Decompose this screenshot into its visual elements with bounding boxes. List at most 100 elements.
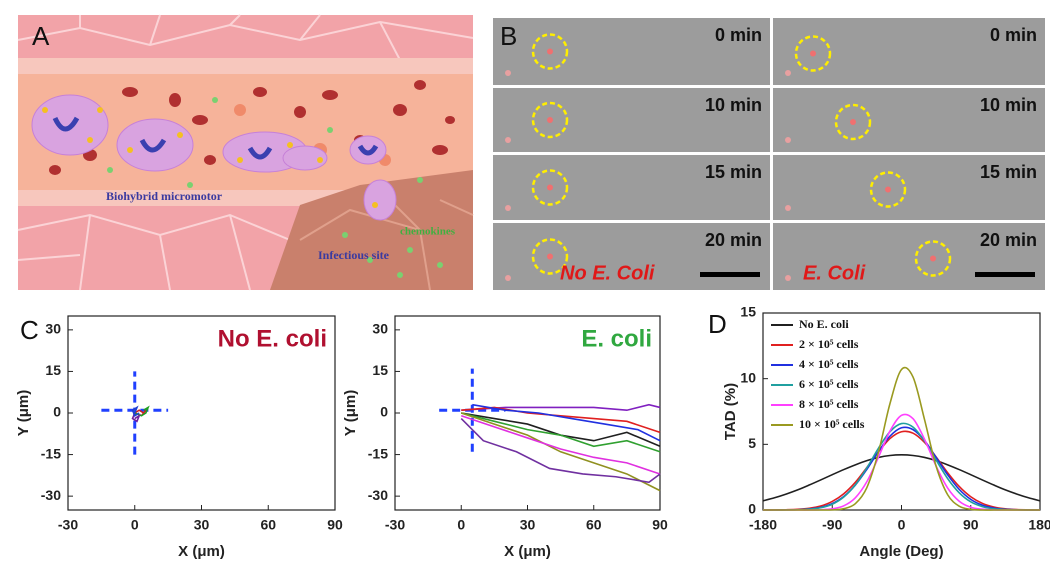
condition-label: No E. Coli bbox=[560, 262, 655, 284]
panel-label: D bbox=[708, 309, 727, 339]
data-line bbox=[762, 454, 1041, 502]
data-line bbox=[460, 415, 661, 475]
tracking-circle bbox=[531, 33, 569, 70]
data-line bbox=[131, 405, 140, 417]
x-tick-label: 30 bbox=[520, 517, 536, 533]
cell-dot bbox=[505, 275, 511, 281]
y-tick-label: 15 bbox=[740, 304, 756, 320]
legend-label: 4 × 10⁵ cells bbox=[799, 357, 859, 371]
micromotor bbox=[885, 186, 891, 193]
micrograph-tile bbox=[773, 155, 1045, 220]
x-axis-label: X (μm) bbox=[178, 543, 225, 560]
chart-title: No E. coli bbox=[218, 325, 327, 352]
data-line bbox=[460, 412, 661, 492]
data-line bbox=[461, 412, 661, 453]
x-tick-label: 90 bbox=[963, 517, 979, 533]
x-tick-label: -30 bbox=[58, 517, 78, 533]
panel-label: C bbox=[20, 315, 39, 345]
panel-b: 0 min 0 min 10 min 10 min 15 min 15 min 20 min… bbox=[493, 18, 1045, 290]
micromotor bbox=[810, 50, 816, 57]
micromotor bbox=[547, 117, 553, 123]
x-tick-label: 30 bbox=[194, 517, 210, 533]
micrograph-tile bbox=[773, 18, 1045, 85]
micrograph-tile bbox=[493, 18, 770, 85]
y-tick-label: 15 bbox=[45, 362, 61, 378]
y-tick-label: 10 bbox=[740, 369, 756, 385]
y-tick-label: -30 bbox=[368, 487, 388, 503]
x-axis-label: Angle (Deg) bbox=[859, 543, 943, 560]
panel-label: B bbox=[500, 21, 517, 51]
tracking-circle bbox=[869, 171, 907, 208]
illustration-label: Infectious site bbox=[318, 248, 390, 262]
data-line bbox=[461, 403, 661, 412]
data-line bbox=[762, 430, 1041, 511]
x-tick-label: -90 bbox=[822, 517, 842, 533]
y-axis-label: Y (μm) bbox=[15, 390, 32, 436]
micromotor bbox=[850, 119, 856, 125]
time-label: 15 min bbox=[705, 162, 762, 182]
tracking-circle bbox=[531, 169, 569, 206]
time-label: 20 min bbox=[980, 230, 1037, 250]
micromotor bbox=[547, 48, 553, 55]
x-tick-label: -180 bbox=[749, 517, 777, 533]
tracking-circle bbox=[794, 35, 832, 72]
x-tick-label: 60 bbox=[260, 517, 276, 533]
x-tick-label: 90 bbox=[327, 517, 343, 533]
time-label: 20 min bbox=[705, 230, 762, 250]
tracking-circle bbox=[531, 238, 569, 275]
scale-bar bbox=[700, 272, 760, 277]
cell-dot bbox=[505, 137, 511, 143]
y-tick-label: -15 bbox=[41, 445, 61, 461]
time-label: 0 min bbox=[990, 25, 1037, 45]
micrograph-tile bbox=[773, 223, 1045, 290]
micromotor bbox=[547, 253, 553, 260]
y-axis-label: TAD (%) bbox=[722, 383, 739, 440]
legend-label: 8 × 10⁵ cells bbox=[799, 397, 859, 411]
data-line bbox=[460, 417, 661, 484]
illustration-label: chemokines bbox=[400, 226, 456, 238]
x-tick-label: 0 bbox=[457, 517, 465, 533]
tracking-circle bbox=[834, 103, 872, 141]
legend-label: 10 × 10⁵ cells bbox=[799, 417, 865, 431]
data-line bbox=[763, 422, 1041, 511]
cell-dot bbox=[785, 205, 791, 211]
y-tick-label: 30 bbox=[45, 321, 61, 337]
scale-bar bbox=[975, 272, 1035, 277]
y-tick-label: 5 bbox=[748, 435, 756, 451]
data-line bbox=[762, 426, 1041, 511]
y-tick-label: 0 bbox=[380, 404, 388, 420]
time-label: 15 min bbox=[980, 162, 1037, 182]
tracking-circle bbox=[531, 101, 569, 139]
micrograph-tile bbox=[493, 88, 770, 152]
x-tick-label: -30 bbox=[385, 517, 405, 533]
x-axis-label: X (μm) bbox=[504, 543, 551, 560]
time-label: 0 min bbox=[715, 25, 762, 45]
y-axis-label: Y (μm) bbox=[342, 390, 359, 436]
panel-a-illustration bbox=[17, 14, 474, 291]
tracking-circle bbox=[914, 240, 952, 277]
x-tick-label: 60 bbox=[586, 517, 602, 533]
micrograph-tile bbox=[493, 155, 770, 220]
x-tick-label: 0 bbox=[898, 517, 906, 533]
cell-dot bbox=[785, 137, 791, 143]
time-label: 10 min bbox=[705, 95, 762, 115]
micrograph-tile bbox=[493, 223, 770, 290]
y-tick-label: 15 bbox=[372, 362, 388, 378]
y-tick-label: 0 bbox=[53, 404, 61, 420]
micrograph-tile bbox=[773, 88, 1045, 152]
cell-dot bbox=[505, 70, 511, 76]
legend-label: No E. coli bbox=[799, 317, 849, 331]
cell-dot bbox=[785, 275, 791, 281]
micromotor bbox=[547, 184, 553, 191]
data-line bbox=[131, 412, 141, 423]
y-tick-label: -30 bbox=[41, 487, 61, 503]
data-line bbox=[134, 409, 147, 417]
data-line bbox=[763, 366, 1040, 511]
y-tick-label: 30 bbox=[372, 321, 388, 337]
data-line bbox=[461, 406, 661, 434]
x-tick-label: 180 bbox=[1028, 517, 1050, 533]
micromotor bbox=[930, 255, 936, 262]
cell-dot bbox=[785, 70, 791, 76]
data-line bbox=[472, 403, 661, 442]
